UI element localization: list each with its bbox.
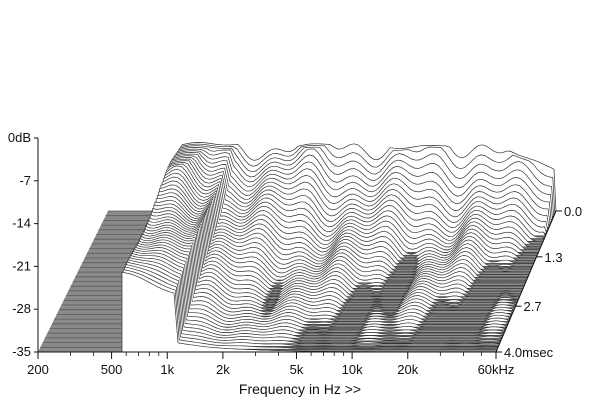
x-tick-label: 5k xyxy=(290,362,304,377)
x-tick-label: 20k xyxy=(397,362,418,377)
y-tick-label: 0dB xyxy=(8,130,31,145)
x-axis-title: Frequency in Hz >> xyxy=(239,381,361,397)
x-tick-label: 10k xyxy=(342,362,363,377)
decay-slices xyxy=(121,142,557,353)
z-axis-ticks: 0.0 1.3 2.7 4.0msec xyxy=(496,204,582,360)
decay-slice xyxy=(149,213,525,286)
x-tick-label: 500 xyxy=(101,362,123,377)
z-axis-line xyxy=(495,210,557,353)
y-tick-label: -28 xyxy=(12,301,31,316)
z-tick-label: 4.0msec xyxy=(504,345,554,360)
y-tick-label: -35 xyxy=(12,344,31,359)
x-tick-label: 60kHz xyxy=(478,362,515,377)
y-tick-label: -14 xyxy=(12,216,31,231)
x-tick-label: 200 xyxy=(27,362,49,377)
y-axis-ticks: 0dB -7 -14 -21 -28 -35 xyxy=(8,130,38,359)
z-tick-label: 0.0 xyxy=(564,204,582,219)
z-tick-label: 1.3 xyxy=(545,250,563,265)
chart-axes xyxy=(37,138,557,353)
decay-slice xyxy=(151,210,526,284)
z-tick-label: 2.7 xyxy=(524,299,542,314)
x-tick-label: 1k xyxy=(160,362,174,377)
x-axis-ticks: 200 500 1k 2k 5k 10k 20k 60kHz xyxy=(27,352,514,377)
x-tick-label: 2k xyxy=(216,362,230,377)
y-tick-label: -21 xyxy=(12,258,31,273)
y-tick-label: -7 xyxy=(19,173,31,188)
